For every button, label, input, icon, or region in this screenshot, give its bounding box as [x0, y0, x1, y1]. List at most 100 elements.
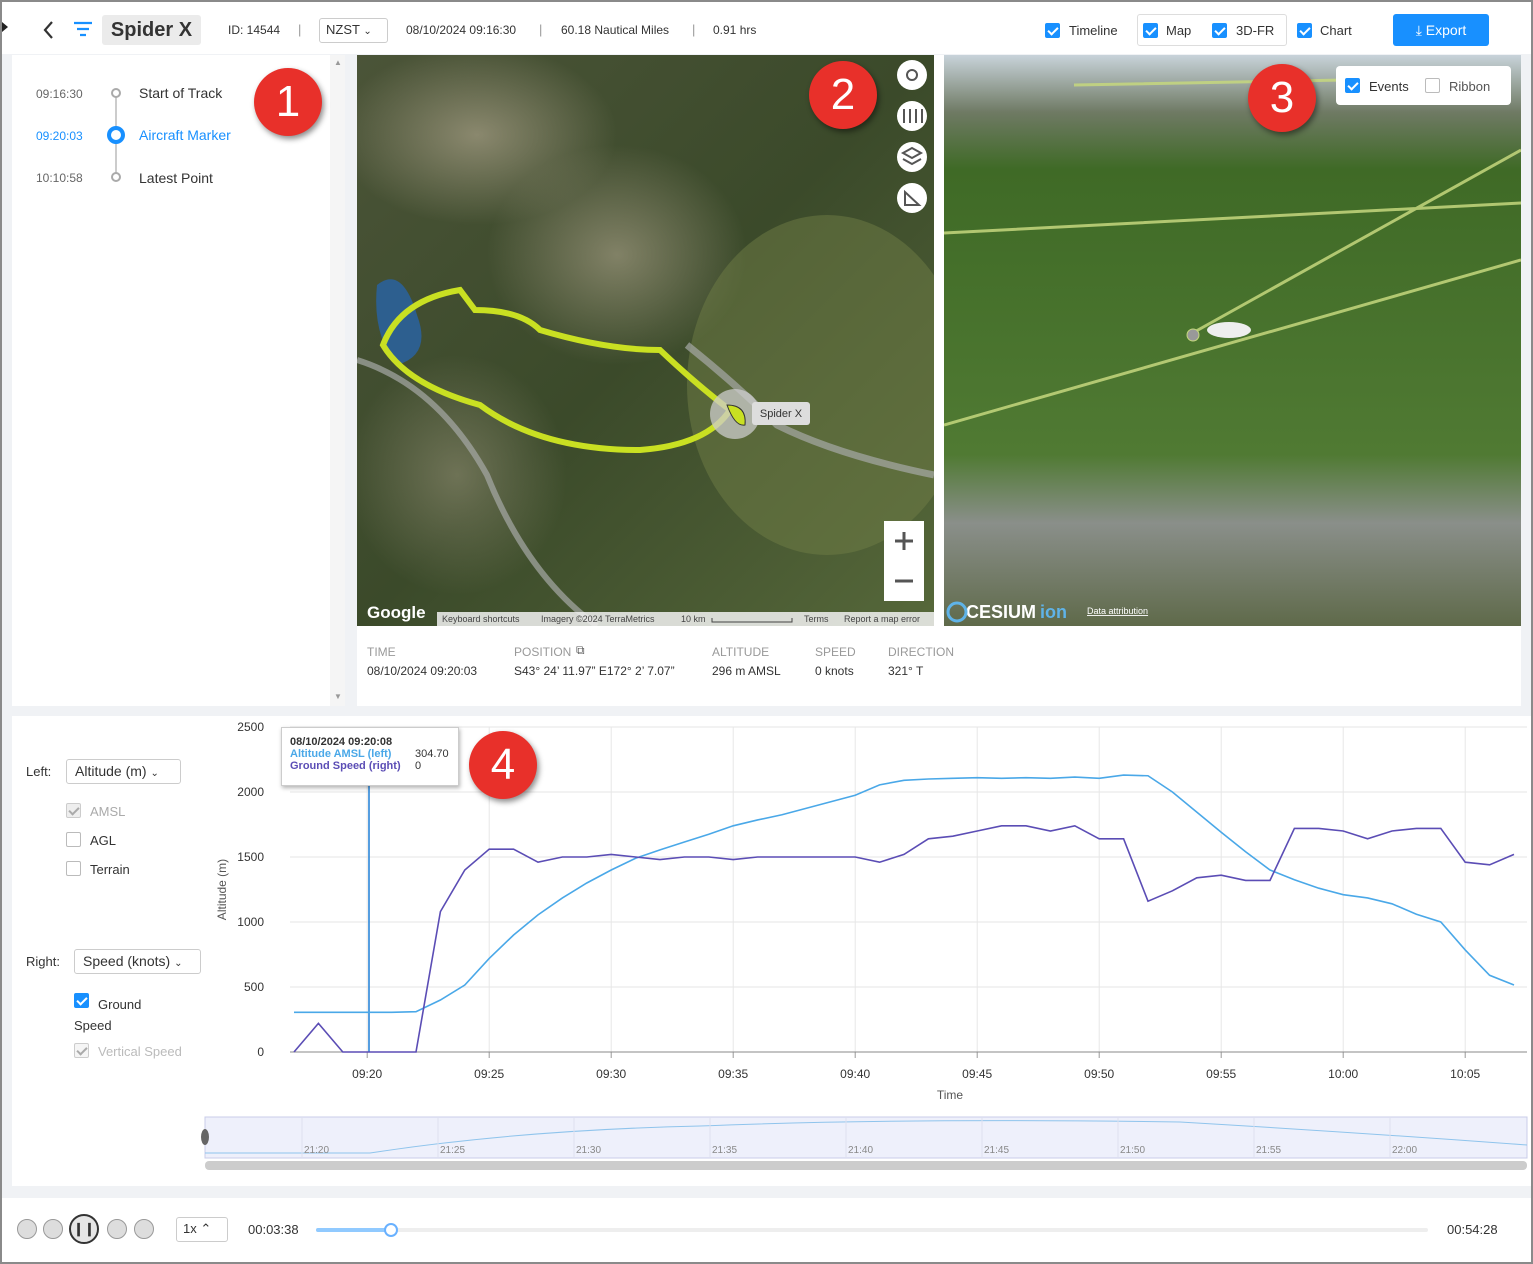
info-label: POSITION	[514, 645, 572, 659]
scroll-down: ▼	[334, 692, 342, 701]
separator: |	[539, 22, 543, 37]
timeline-marker	[107, 126, 125, 144]
info-label: DIRECTION	[888, 645, 954, 659]
info-value: 296 m AMSL	[712, 664, 781, 678]
chart-panel	[12, 716, 1531, 1186]
timeline-label[interactable]: Start of Track	[139, 85, 223, 101]
attribution-bar	[437, 612, 934, 626]
option-label: Events	[1369, 79, 1409, 94]
axis-control-label: Left:	[26, 764, 52, 779]
pause-button[interactable]: ❙❙	[69, 1214, 99, 1244]
timezone-select[interactable]: NZST ⌄	[319, 18, 388, 43]
rate-select[interactable]: 1x ⌃	[176, 1217, 228, 1242]
total-time: 00:54:28	[1447, 1222, 1498, 1237]
scale-bar	[711, 618, 793, 623]
timeline-dot	[111, 88, 121, 98]
option-label: Ribbon	[1449, 79, 1491, 94]
callout: 4	[469, 731, 537, 799]
toggle-label: Map	[1166, 23, 1192, 38]
attribution: Report a map error	[844, 614, 920, 624]
toggle-label: Timeline	[1069, 23, 1118, 38]
helicopter	[1207, 322, 1251, 338]
progress-fill	[316, 1228, 391, 1232]
option-label: AGL	[90, 833, 117, 848]
logo-suffix: ion	[1040, 602, 1067, 622]
timeline-time: 10:10:58	[36, 171, 83, 185]
zoom-icons	[895, 532, 913, 583]
tooltip-name: Ground Speed (right)	[290, 760, 401, 772]
checkbox	[66, 803, 81, 818]
map[interactable]: Spider X Google Keyboard shortcuts Image…	[357, 55, 934, 626]
timezone: NZST	[326, 22, 360, 37]
separator: |	[692, 22, 696, 37]
select-value: Altitude (m)	[75, 763, 147, 779]
checkbox[interactable]	[1345, 78, 1360, 93]
terrain	[357, 355, 567, 595]
timeline-label[interactable]: Aircraft Marker	[139, 127, 231, 143]
first-button[interactable]	[17, 1219, 37, 1239]
timeline-time: 09:16:30	[36, 87, 83, 101]
attribution: Imagery ©2024 TerraMetrics	[541, 614, 655, 624]
terrain	[487, 145, 747, 365]
checkbox	[74, 1043, 89, 1058]
toggle-group	[1137, 14, 1287, 46]
right-axis-select[interactable]: Speed (knots) ⌄	[74, 949, 201, 974]
callout: 2	[809, 61, 877, 129]
rate: 1x	[183, 1221, 197, 1236]
logo-text: CESIUM	[966, 602, 1036, 622]
scroll-up: ▲	[334, 58, 342, 67]
info-label: ALTITUDE	[712, 645, 770, 659]
track-title: Spider X	[102, 15, 201, 45]
map-tools	[897, 60, 927, 213]
export-button[interactable]: ⤓ Export	[1393, 14, 1489, 46]
options-box	[1336, 66, 1511, 105]
checkbox[interactable]	[1045, 23, 1060, 38]
plains	[687, 215, 934, 555]
tooltip-row: Altitude AMSL (left) 304.70	[290, 748, 450, 760]
aircraft-marker	[726, 404, 746, 426]
tooltip-value: 0	[415, 760, 422, 772]
filter-button[interactable]	[73, 21, 93, 39]
export-label: Export	[1425, 22, 1467, 38]
tooltip-time: 08/10/2024 09:20:08	[290, 736, 393, 748]
checkbox[interactable]	[66, 832, 81, 847]
progress-knob[interactable]	[384, 1223, 398, 1237]
river	[357, 357, 599, 626]
axis-control-label: Right:	[26, 954, 60, 969]
info-label: TIME	[367, 645, 396, 659]
toggle-label: Chart	[1320, 23, 1352, 38]
timeline-label[interactable]: Latest Point	[139, 170, 213, 186]
option-label: Terrain	[90, 862, 130, 877]
timeline-panel	[12, 55, 345, 706]
marker-label: Spider X	[760, 408, 803, 420]
checkbox[interactable]	[1143, 23, 1158, 38]
cesium-logo: CESIUM ion	[966, 602, 1067, 622]
checkbox[interactable]	[1297, 23, 1312, 38]
copy-icon[interactable]: ⧉	[576, 643, 585, 657]
elapsed-time: 00:03:38	[248, 1222, 299, 1237]
track-path	[379, 286, 735, 454]
info-value: 08/10/2024 09:20:03	[367, 664, 478, 678]
option-label: AMSL	[90, 804, 126, 819]
checkbox[interactable]	[66, 861, 81, 876]
tooltip-row: Ground Speed (right) 0	[290, 760, 450, 772]
3d-view[interactable]: CESIUM ion Data attribution	[944, 55, 1521, 626]
collapse-arrow[interactable]	[0, 20, 10, 34]
checkbox[interactable]	[74, 993, 89, 1008]
prev-button[interactable]	[43, 1219, 63, 1239]
next-button[interactable]	[107, 1219, 127, 1239]
callout: 3	[1248, 64, 1316, 132]
back-button[interactable]	[40, 20, 58, 40]
timeline-dot	[111, 172, 121, 182]
checkbox[interactable]	[1212, 23, 1227, 38]
attribution: Data attribution	[1087, 606, 1148, 616]
terrain-3d	[944, 55, 1521, 626]
scrollbar	[330, 55, 345, 706]
left-axis-select[interactable]: Altitude (m) ⌄	[66, 759, 181, 784]
distance: 60.18 Nautical Miles	[561, 23, 670, 37]
marker-label-box	[752, 402, 810, 425]
last-button[interactable]	[134, 1219, 154, 1239]
checkbox[interactable]	[1425, 78, 1440, 93]
attribution: Terms	[804, 614, 829, 624]
